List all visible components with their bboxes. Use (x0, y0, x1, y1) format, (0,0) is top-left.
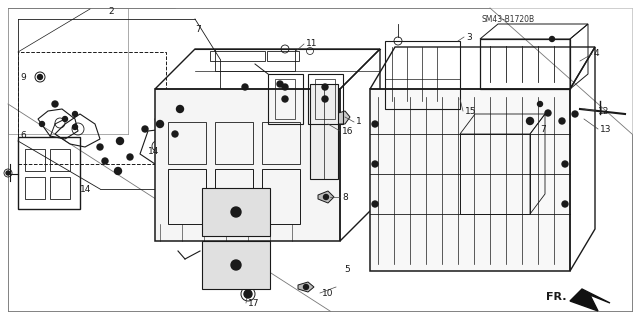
Text: 9: 9 (20, 72, 26, 81)
Circle shape (172, 131, 178, 137)
Text: 17: 17 (248, 299, 259, 308)
Circle shape (231, 260, 241, 270)
Circle shape (372, 201, 378, 207)
Bar (25, 149, 45, 171)
Polygon shape (370, 89, 570, 271)
Text: 8: 8 (342, 192, 348, 202)
Circle shape (157, 121, 163, 128)
Text: 6: 6 (20, 131, 26, 140)
Polygon shape (155, 89, 340, 241)
Circle shape (63, 116, 67, 122)
Circle shape (72, 112, 77, 116)
Text: 14: 14 (80, 184, 92, 194)
Text: 12: 12 (598, 107, 609, 115)
Circle shape (527, 117, 534, 124)
Text: 11: 11 (306, 40, 317, 48)
Polygon shape (335, 111, 350, 124)
Text: FR.: FR. (546, 292, 566, 302)
Bar (262, 122, 300, 164)
Bar (202, 241, 270, 289)
Bar (18, 137, 80, 209)
Bar (275, 79, 295, 119)
Bar (315, 79, 335, 119)
Text: 16: 16 (342, 127, 353, 136)
Circle shape (244, 290, 252, 298)
Text: 4: 4 (594, 49, 600, 58)
Circle shape (97, 144, 103, 150)
Bar (50, 149, 70, 171)
Polygon shape (570, 289, 610, 311)
Circle shape (282, 84, 288, 90)
Circle shape (538, 101, 543, 107)
Circle shape (40, 122, 45, 127)
Bar (202, 188, 270, 236)
Circle shape (231, 207, 241, 217)
Circle shape (6, 171, 10, 175)
Text: 5: 5 (344, 264, 349, 273)
Bar (18, 52, 166, 164)
Text: 7: 7 (195, 25, 201, 33)
Bar (168, 169, 206, 224)
Text: 13: 13 (600, 124, 611, 133)
Circle shape (142, 126, 148, 132)
Text: SM43-B1720B: SM43-B1720B (481, 14, 534, 24)
Circle shape (102, 158, 108, 164)
Bar (268, 74, 303, 124)
Circle shape (322, 84, 328, 90)
Text: 7: 7 (540, 124, 546, 133)
Text: 1: 1 (356, 117, 362, 127)
Circle shape (562, 161, 568, 167)
Bar (308, 74, 343, 124)
Circle shape (115, 167, 122, 174)
Circle shape (572, 111, 578, 117)
Circle shape (322, 96, 328, 102)
Circle shape (372, 121, 378, 127)
Bar (168, 122, 206, 164)
Circle shape (372, 161, 378, 167)
Bar (215, 122, 253, 164)
Bar (210, 51, 265, 61)
Bar (267, 51, 299, 61)
Circle shape (559, 118, 565, 124)
Circle shape (282, 96, 288, 102)
Bar (215, 49, 295, 71)
Text: 3: 3 (466, 33, 472, 41)
Bar (262, 169, 300, 224)
Text: 14: 14 (148, 146, 159, 155)
Text: 10: 10 (322, 288, 333, 298)
Polygon shape (298, 282, 314, 292)
Circle shape (72, 124, 77, 130)
Circle shape (545, 110, 551, 116)
Bar (50, 177, 70, 199)
Bar (385, 41, 460, 109)
Circle shape (52, 101, 58, 107)
Circle shape (116, 137, 124, 145)
Circle shape (323, 195, 328, 199)
Circle shape (550, 36, 554, 41)
Polygon shape (318, 191, 334, 203)
Bar (215, 169, 253, 224)
Circle shape (562, 201, 568, 207)
Circle shape (177, 106, 184, 113)
Bar (310, 84, 338, 179)
Circle shape (127, 154, 133, 160)
Circle shape (277, 81, 283, 87)
Bar (25, 177, 45, 199)
Circle shape (303, 285, 308, 290)
Circle shape (242, 84, 248, 90)
Text: 2: 2 (108, 6, 114, 16)
Text: 15: 15 (465, 107, 477, 115)
Circle shape (38, 75, 42, 79)
